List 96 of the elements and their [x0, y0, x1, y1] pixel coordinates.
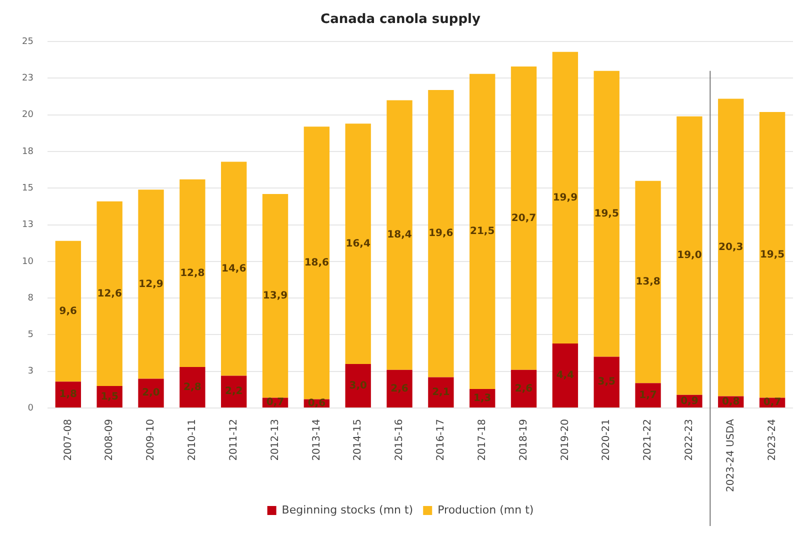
data-label: 19,6	[428, 228, 454, 240]
x-tick-label: 2020-21	[601, 419, 612, 461]
bar	[635, 180, 661, 384]
x-tick-label: 2018-19	[518, 419, 530, 461]
x-tick-label: 2016-17	[436, 419, 447, 461]
bar	[138, 378, 164, 408]
bar	[386, 100, 412, 370]
y-tick-label: 5	[28, 330, 34, 340]
x-tick-label: 2010-11	[187, 419, 198, 461]
y-tick-label: 3	[28, 366, 34, 377]
legend-label: Production (mn t)	[438, 503, 534, 516]
y-tick-label: 0	[28, 403, 34, 414]
data-label: 12,6	[97, 288, 122, 300]
bar	[676, 116, 702, 395]
bar	[345, 364, 371, 408]
data-label: 4,4	[556, 370, 574, 382]
y-tick-label: 20	[22, 110, 34, 120]
x-tick-label: 2007-08	[62, 419, 74, 461]
bar	[138, 190, 164, 379]
data-label: 12,8	[180, 268, 205, 279]
y-tick-label: 13	[22, 220, 34, 230]
data-label: 14,6	[221, 263, 246, 274]
data-label: 18,4	[387, 230, 412, 241]
y-tick-label: 23	[22, 74, 34, 84]
bar	[552, 344, 578, 408]
bar	[304, 126, 330, 400]
bar	[470, 74, 496, 389]
x-tick-label: 2023-24	[766, 419, 778, 461]
data-label: 2,0	[142, 388, 160, 399]
x-tick-label: 2011-12	[228, 419, 240, 461]
x-tick-label: 2014-15	[352, 419, 364, 461]
bar	[594, 70, 620, 357]
data-label: 3,5	[598, 376, 616, 388]
x-tick-label: 2008-09	[104, 419, 116, 461]
bar	[428, 90, 454, 378]
bar	[635, 383, 661, 408]
data-label: 13,8	[636, 276, 660, 288]
data-label: 2,2	[224, 386, 243, 398]
bar	[552, 52, 578, 344]
bar	[510, 66, 537, 370]
data-label: 19,0	[677, 250, 702, 262]
data-label: 2,8	[184, 382, 202, 393]
x-tick-label: 2022-23	[684, 419, 696, 461]
data-label: 13,9	[262, 290, 288, 302]
bar	[428, 377, 454, 408]
bar	[221, 162, 247, 376]
data-label: 19,5	[760, 249, 785, 260]
x-tick-label: 2021-22	[642, 419, 654, 461]
data-label: 0,8	[722, 396, 740, 408]
bar	[262, 194, 288, 398]
x-tick-label: 2023-24 USDA	[725, 418, 736, 492]
legend-label: Beginning stocks (mn t)	[282, 503, 414, 516]
data-label: 1,8	[59, 389, 78, 400]
y-tick-label: 25	[22, 36, 34, 47]
bar	[510, 370, 537, 408]
bar	[718, 98, 744, 396]
data-label: 12,9	[138, 278, 164, 290]
data-label: 0,9	[680, 396, 698, 407]
data-label: 18,6	[304, 258, 330, 269]
x-tick-label: 2019-20	[560, 419, 571, 461]
data-label: 20,3	[718, 242, 744, 254]
bar	[594, 356, 620, 408]
data-label: 2,6	[514, 383, 533, 394]
data-label: 19,9	[552, 192, 578, 204]
bar	[180, 366, 206, 408]
data-label: 3,0	[349, 380, 367, 392]
data-label: 1,5	[100, 391, 118, 402]
chart-title: Canada canola supply	[320, 12, 481, 28]
x-tick-label: 2017-18	[476, 419, 488, 461]
data-label: 19,5	[594, 208, 619, 220]
data-label: 0,7	[763, 397, 782, 408]
y-tick-label: 15	[22, 184, 34, 194]
data-label: 1,3	[473, 392, 492, 404]
data-label: 0,7	[266, 397, 284, 408]
data-label: 2,1	[432, 386, 450, 398]
y-tick-label: 18	[22, 146, 34, 157]
bar	[345, 124, 371, 364]
bar	[55, 240, 81, 382]
bar	[96, 201, 122, 386]
data-label: 21,5	[470, 226, 495, 237]
data-label: 0,6	[308, 398, 326, 409]
data-label: 1,7	[639, 390, 657, 401]
x-tick-label: 2015-16	[394, 419, 406, 461]
data-label: 2,6	[390, 383, 408, 394]
bar	[221, 376, 247, 408]
y-tick-label: 10	[22, 256, 34, 267]
x-tick-label: 2013-14	[311, 419, 322, 461]
data-label: 16,4	[346, 238, 370, 250]
x-tick-label: 2012-13	[270, 419, 281, 461]
y-tick-label: 8	[28, 293, 34, 304]
bar	[180, 179, 206, 367]
data-label: 9,6	[59, 306, 78, 317]
data-label: 20,7	[511, 212, 536, 224]
bar	[386, 370, 412, 408]
bar	[759, 112, 786, 398]
x-tick-label: 2009-10	[146, 419, 157, 461]
